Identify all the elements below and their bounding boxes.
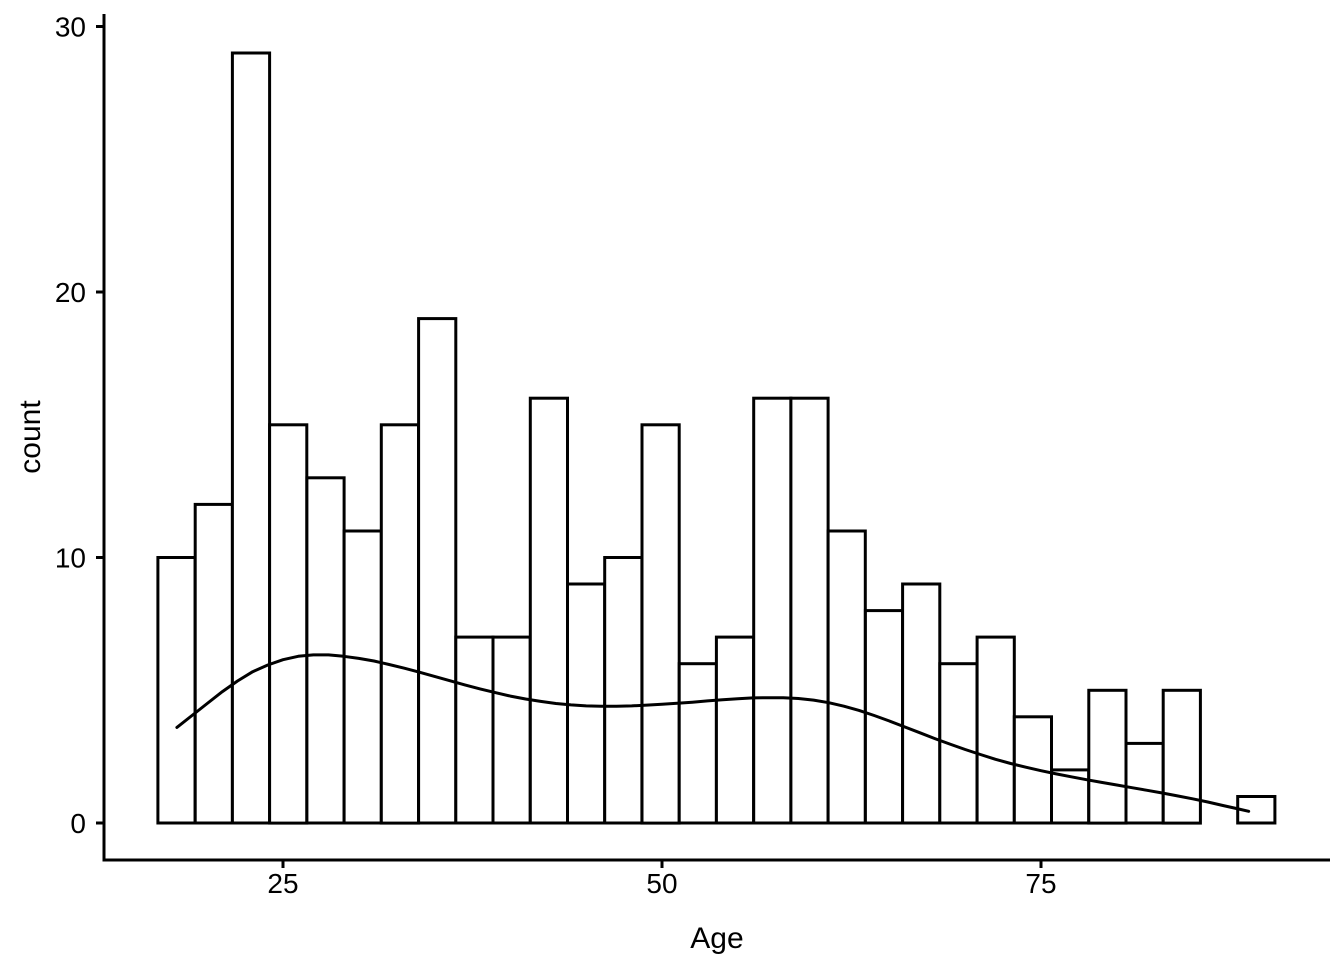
y-tick-label: 30 [55, 12, 86, 43]
histogram-bar [714, 635, 756, 825]
histogram-bar [342, 529, 383, 825]
histogram-bar [305, 476, 346, 825]
smooth-trend-curve [175, 653, 1251, 813]
histogram-bar [1087, 688, 1128, 825]
y-axis-title: count [14, 400, 47, 474]
x-tick-label: 50 [646, 868, 677, 899]
y-tick-label: 20 [55, 277, 86, 308]
x-tick-label: 75 [1025, 868, 1056, 899]
x-tick-label: 25 [267, 868, 298, 899]
x-axis-title: Age [690, 922, 744, 955]
histogram-bar [752, 396, 793, 825]
histogram-bar [156, 556, 197, 825]
histogram-bar [268, 423, 309, 825]
histogram-bar [901, 582, 942, 825]
histogram-bar [566, 582, 607, 825]
histogram-bar [1124, 741, 1165, 825]
histogram-bar [789, 396, 830, 825]
histogram-bar [1161, 688, 1202, 825]
histogram-bar [528, 396, 569, 825]
histogram-bar [640, 423, 681, 825]
histogram-bar [379, 423, 420, 825]
histogram-bar [826, 529, 867, 825]
histogram-bar [975, 635, 1016, 825]
histogram-bar [417, 317, 458, 825]
histogram-bar [230, 51, 272, 825]
histogram-bar [603, 556, 644, 825]
histogram-bar [863, 609, 905, 825]
histogram-bar [193, 502, 234, 825]
histogram-bar [677, 662, 718, 825]
histogram-bar [491, 635, 532, 825]
y-tick-label: 10 [55, 543, 86, 574]
y-tick-label: 0 [70, 808, 86, 839]
histogram-bar [454, 635, 495, 825]
